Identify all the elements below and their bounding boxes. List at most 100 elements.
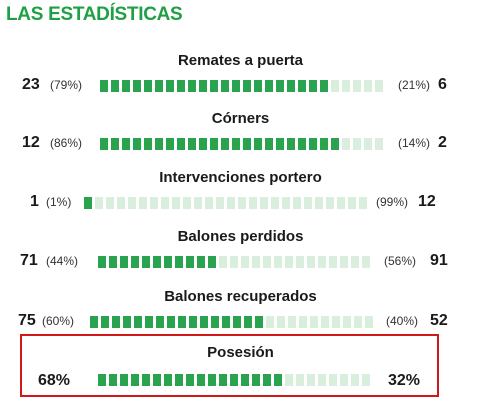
bar-segment-left-share — [189, 316, 197, 328]
right-value: 6 — [438, 76, 447, 93]
left-value: 71 — [20, 252, 38, 269]
bar-segment-right-share — [362, 374, 370, 386]
bar-segment-left-share — [175, 256, 183, 268]
bar-segment-right-share — [271, 197, 279, 209]
bar-segment-right-share — [326, 197, 334, 209]
bar-segment-right-share — [354, 316, 362, 328]
bar-segment-right-share — [329, 374, 337, 386]
bar-segment-right-share — [375, 80, 383, 92]
stat-row-shots-on-target: Remates a puerta 23 (79%) (21%) 6 — [0, 52, 481, 102]
bar-segment-left-share — [222, 316, 230, 328]
bar-segment-right-share — [249, 197, 257, 209]
bar-segment-left-share — [155, 80, 163, 92]
bar-segment-left-share — [298, 138, 306, 150]
bar-segment-left-share — [243, 138, 251, 150]
bar-segment-left-share — [186, 374, 194, 386]
bar-segment-right-share — [285, 374, 293, 386]
bar-segment-left-share — [200, 316, 208, 328]
right-value: 32% — [388, 372, 421, 389]
left-value: 68% — [38, 372, 71, 389]
bar-segment-right-share — [307, 374, 315, 386]
bar-segment-right-share — [230, 256, 238, 268]
bar-segment-right-share — [315, 197, 323, 209]
bar-segment-left-share — [320, 80, 328, 92]
bar-segment-left-share — [142, 256, 150, 268]
left-value: 75 — [18, 312, 36, 329]
share-bar — [90, 316, 382, 328]
bar-segment-right-share — [238, 197, 246, 209]
bar-segment-left-share — [142, 374, 150, 386]
stat-row-goalkeeper-saves: Intervenciones portero 1 (1%) (99%) 12 — [0, 169, 481, 219]
bar-segment-left-share — [156, 316, 164, 328]
bar-segment-left-share — [241, 374, 249, 386]
section-title: LAS ESTADÍSTICAS — [6, 4, 183, 25]
bar-segment-left-share — [254, 80, 262, 92]
bar-segment-left-share — [309, 80, 317, 92]
bar-segment-left-share — [298, 80, 306, 92]
bar-segment-right-share — [277, 316, 285, 328]
bar-segment-left-share — [199, 138, 207, 150]
bar-segment-right-share — [183, 197, 191, 209]
bar-segment-right-share — [216, 197, 224, 209]
bar-segment-left-share — [98, 374, 106, 386]
bar-segment-left-share — [263, 374, 271, 386]
bar-segment-right-share — [340, 374, 348, 386]
bar-segment-right-share — [362, 256, 370, 268]
right-percent: (40%) — [386, 314, 419, 328]
bar-segment-right-share — [321, 316, 329, 328]
bar-segment-left-share — [309, 138, 317, 150]
bar-segment-left-share — [90, 316, 98, 328]
bar-segment-right-share — [252, 256, 260, 268]
bar-segment-left-share — [153, 256, 161, 268]
bar-segment-left-share — [221, 80, 229, 92]
bar-segment-left-share — [276, 138, 284, 150]
bar-segment-left-share — [230, 374, 238, 386]
bar-segment-left-share — [84, 197, 92, 209]
bar-segment-right-share — [365, 316, 373, 328]
bar-segment-left-share — [210, 138, 218, 150]
bar-segment-right-share — [337, 197, 345, 209]
bar-segment-left-share — [232, 80, 240, 92]
stat-label: Balones recuperados — [164, 288, 317, 305]
bar-segment-left-share — [186, 256, 194, 268]
stat-label: Intervenciones portero — [159, 169, 322, 186]
bar-segment-right-share — [288, 316, 296, 328]
bar-segment-right-share — [307, 256, 315, 268]
bar-segment-left-share — [100, 138, 108, 150]
bar-segment-right-share — [263, 256, 271, 268]
share-bar — [98, 374, 380, 386]
bar-segment-left-share — [111, 138, 119, 150]
bar-segment-right-share — [161, 197, 169, 209]
bar-segment-left-share — [133, 138, 141, 150]
bar-segment-right-share — [293, 197, 301, 209]
bar-segment-left-share — [188, 138, 196, 150]
bar-segment-left-share — [188, 80, 196, 92]
left-value: 1 — [30, 193, 39, 210]
bar-segment-left-share — [100, 80, 108, 92]
bar-segment-right-share — [194, 197, 202, 209]
bar-segment-right-share — [296, 256, 304, 268]
bar-segment-right-share — [359, 197, 367, 209]
bar-segment-left-share — [134, 316, 142, 328]
bar-segment-left-share — [166, 80, 174, 92]
bar-segment-left-share — [252, 374, 260, 386]
bar-segment-left-share — [287, 80, 295, 92]
bar-segment-right-share — [296, 374, 304, 386]
bar-segment-left-share — [145, 316, 153, 328]
bar-segment-right-share — [282, 197, 290, 209]
bar-segment-left-share — [265, 80, 273, 92]
bar-segment-right-share — [331, 80, 339, 92]
bar-segment-right-share — [304, 197, 312, 209]
share-bar — [84, 197, 374, 209]
right-value: 2 — [438, 134, 447, 151]
bar-segment-left-share — [133, 80, 141, 92]
right-percent: (99%) — [376, 195, 409, 209]
share-bar — [98, 256, 380, 268]
bar-segment-left-share — [178, 316, 186, 328]
bar-segment-left-share — [111, 80, 119, 92]
bar-segment-right-share — [375, 138, 383, 150]
bar-segment-right-share — [340, 256, 348, 268]
bar-segment-left-share — [208, 374, 216, 386]
bar-segment-right-share — [150, 197, 158, 209]
bar-segment-left-share — [123, 316, 131, 328]
